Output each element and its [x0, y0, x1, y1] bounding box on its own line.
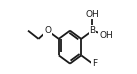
Text: B: B [89, 26, 95, 35]
Text: OH: OH [86, 10, 99, 19]
Text: O: O [44, 26, 51, 35]
Text: OH: OH [99, 31, 113, 40]
Text: F: F [92, 59, 97, 68]
